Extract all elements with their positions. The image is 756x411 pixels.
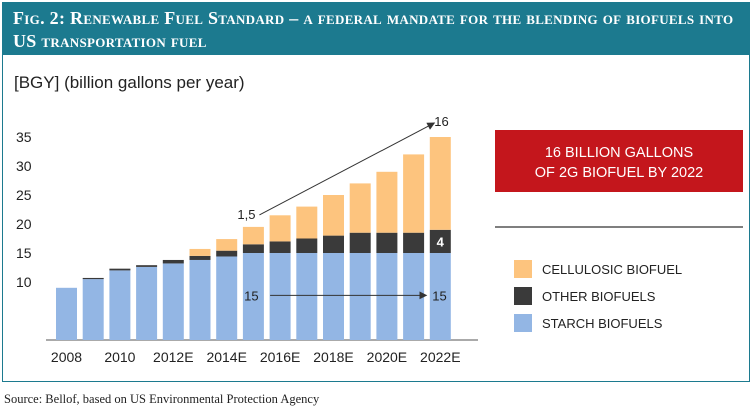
x-tick-label: 2012E	[153, 349, 193, 365]
callout-box: 16 BILLION GALLONS OF 2G BIOFUEL BY 2022	[495, 130, 743, 192]
legend-swatch	[514, 260, 532, 278]
legend-label: OTHER BIOFUELS	[542, 289, 656, 304]
bar-segment	[189, 248, 211, 256]
callout-background	[495, 130, 743, 192]
bar-segment	[109, 270, 131, 340]
bar-segment	[216, 256, 238, 340]
x-tick-label: 2016E	[260, 349, 300, 365]
bar-segment	[429, 137, 451, 230]
x-tick-label: 2014E	[206, 349, 246, 365]
cellulosic-arrow	[259, 122, 436, 216]
bar-segment	[323, 253, 344, 340]
bar-segment	[136, 266, 158, 340]
starch-start-label: 15	[244, 288, 258, 303]
bar-segment	[296, 206, 318, 239]
bar-segment	[162, 263, 184, 340]
plot-area: 10 15 20 25 30 35 2008 2010 2012E 2014E 2016E 2018E…	[16, 114, 478, 365]
cellulosic-end-label: 16	[434, 114, 448, 129]
callout-line-2: OF 2G BIOFUEL BY 2022	[535, 165, 703, 181]
bar-segment	[136, 265, 158, 267]
bar-segment	[323, 235, 344, 253]
bar-segment	[376, 232, 398, 253]
bar-segment	[429, 229, 451, 253]
y-axis-label: [BGY] (billion gallons per year)	[14, 73, 245, 92]
bar-segment	[403, 154, 425, 233]
callout-line-1: 16 BILLION GALLONS	[545, 145, 693, 161]
x-tick-label: 2010	[104, 349, 135, 365]
y-tick-label: 25	[16, 187, 32, 203]
bar-segment	[242, 244, 264, 253]
bar-segment	[269, 253, 291, 340]
starch-end-label: 15	[432, 288, 446, 303]
bar-segment	[403, 253, 425, 340]
bar-segment	[323, 195, 344, 236]
bar-segment	[296, 253, 318, 340]
bar-segment	[349, 232, 371, 253]
y-tick-label: 30	[16, 158, 32, 174]
bar-segment	[269, 215, 291, 242]
bar-segment	[269, 241, 291, 253]
x-tick-label: 2022E	[420, 349, 460, 365]
bar-segment	[109, 268, 131, 271]
bar-segment	[82, 277, 104, 280]
bar-segment	[82, 279, 104, 340]
legend-swatch	[514, 287, 532, 305]
bar-segment	[162, 259, 184, 264]
cellulosic-start-label: 1,5	[237, 207, 255, 222]
legend-label: CELLULOSIC BIOFUEL	[542, 262, 682, 277]
y-tick-label: 10	[16, 274, 32, 290]
bar-segment	[56, 287, 77, 340]
source-note: Source: Bellof, based on US Environmenta…	[4, 392, 320, 406]
y-tick-label: 15	[16, 245, 32, 261]
legend-label: STARCH BIOFUELS	[542, 316, 663, 331]
y-tick-label: 35	[16, 129, 32, 145]
x-tick-label: 2008	[51, 349, 82, 365]
bar-segment	[376, 171, 398, 233]
legend: CELLULOSIC BIOFUEL OTHER BIOFUELS STARCH B…	[514, 260, 682, 332]
bar-segment	[242, 253, 264, 340]
bar-segment	[296, 238, 318, 253]
bar-segment	[349, 253, 371, 340]
bar-segment	[429, 253, 451, 340]
bar-segment	[376, 253, 398, 340]
x-tick-label: 2018E	[313, 349, 353, 365]
figure-title: Fig. 2: Renewable Fuel Standard – a fede…	[3, 3, 749, 55]
bar-segment	[349, 183, 371, 233]
bar-segment	[216, 239, 238, 251]
x-tick-label: 2020E	[367, 349, 407, 365]
chart: 10 15 20 25 30 35 2008 2010 2012E 2014E 2016E 2018E…	[14, 73, 743, 365]
bar-segment	[189, 255, 211, 260]
bar-segment	[216, 250, 238, 257]
legend-swatch	[514, 314, 532, 332]
other-2022-label: 4	[437, 234, 445, 249]
y-tick-label: 20	[16, 216, 32, 232]
bar-segment	[403, 232, 425, 253]
bar-segment	[189, 259, 211, 340]
bar-segment	[242, 226, 264, 245]
